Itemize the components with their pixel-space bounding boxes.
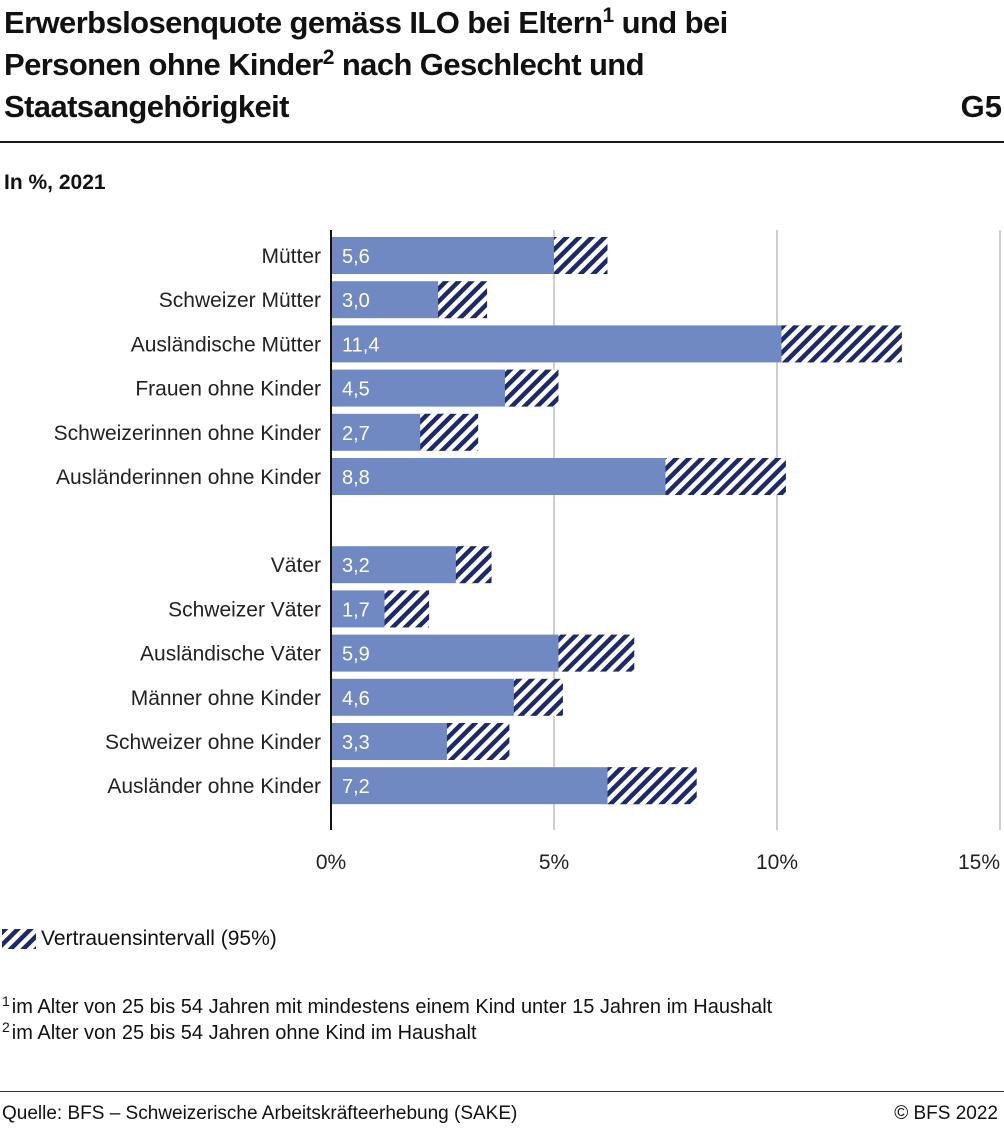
value-label: 4,5	[342, 379, 370, 401]
footnote-marker-1: 1	[602, 4, 615, 27]
value-label: 1,7	[342, 599, 370, 621]
confidence-interval	[554, 237, 608, 274]
confidence-interval	[504, 369, 559, 407]
hatch-legend-icon	[2, 929, 36, 949]
footnote-1-marker: 1	[2, 993, 10, 1009]
value-label: 5,6	[342, 246, 370, 268]
bar	[331, 678, 537, 716]
title-part-2: und bei Personen ohne Kinder	[4, 5, 728, 82]
category-label: Mütter	[261, 245, 321, 268]
title-part-3: nach Geschlecht und Staatsangehörigkeit	[4, 47, 645, 124]
bar	[331, 634, 595, 672]
category-label: Schweizerinnen ohne Kinder	[54, 422, 321, 445]
bar	[331, 546, 474, 584]
confidence-interval	[420, 413, 479, 451]
bar	[331, 325, 840, 363]
tick-label: 0%	[316, 851, 346, 874]
footnote-1-text: im Alter von 25 bis 54 Jahren mit mindes…	[11, 996, 773, 1018]
category-label: Ausländische Väter	[140, 643, 321, 666]
value-label: 4,6	[342, 688, 370, 710]
category-label: Männer ohne Kinder	[131, 687, 321, 710]
confidence-interval	[781, 325, 902, 363]
legend-label: Vertrauensintervall (95%)	[41, 927, 277, 950]
confidence-interval	[665, 458, 786, 495]
category-label: Väter	[271, 554, 321, 577]
bar-chart: 5,6 Mütter 3,0 Schweizer Mütter 11,4 Ausländi…	[54, 230, 1001, 874]
category-label: Schweizer Mütter	[159, 289, 321, 312]
source-text: Quelle: BFS – Schweizerische Arbeitskräf…	[2, 1103, 518, 1124]
confidence-interval	[446, 723, 510, 760]
category-label: Ausländer ohne Kinder	[107, 775, 321, 798]
footnote-1: 1 im Alter von 25 bis 54 Jahren mit minde…	[2, 994, 772, 1020]
value-label: 11,4	[342, 334, 379, 356]
confidence-interval	[438, 281, 488, 319]
footnotes: 1 im Alter von 25 bis 54 Jahren mit minde…	[2, 994, 772, 1046]
bar	[331, 237, 581, 274]
title-part-1: Erwerbslosenquote gemäss ILO bei Eltern	[4, 5, 603, 40]
bar	[331, 767, 653, 805]
footnote-2: 2 im Alter von 25 bis 54 Jahren ohne Kind…	[2, 1020, 772, 1046]
graphic-code: G5	[960, 89, 1002, 124]
confidence-interval	[607, 767, 697, 805]
category-label: Ausländische Mütter	[131, 333, 321, 356]
legend: Vertrauensintervall (95%)	[2, 926, 277, 952]
confidence-interval	[513, 678, 563, 716]
copyright-text: © BFS 2022	[894, 1103, 998, 1124]
category-label: Ausländerinnen ohne Kinder	[56, 466, 321, 489]
value-label: 8,8	[342, 467, 370, 489]
value-label: 3,3	[342, 732, 370, 754]
tick-label: 10%	[756, 851, 798, 874]
value-label: 7,2	[342, 776, 370, 798]
chart-subtitle: In %, 2021	[4, 171, 106, 194]
confidence-interval	[384, 590, 430, 628]
value-label: 3,2	[342, 555, 370, 577]
confidence-interval	[558, 634, 635, 672]
category-label: Frauen ohne Kinder	[135, 378, 321, 401]
value-label: 2,7	[342, 423, 370, 445]
header-divider	[0, 141, 1004, 143]
footer-divider	[0, 1091, 1004, 1092]
confidence-interval	[455, 546, 492, 584]
category-label: Schweizer ohne Kinder	[105, 731, 321, 754]
bar	[331, 369, 532, 407]
footnote-2-text: im Alter von 25 bis 54 Jahren ohne Kind …	[11, 1022, 477, 1044]
category-label: Schweizer Väter	[168, 598, 321, 621]
footnote-2-marker: 2	[2, 1019, 10, 1035]
tick-label: 5%	[539, 851, 569, 874]
value-label: 3,0	[342, 290, 370, 312]
chart-title: Erwerbslosenquote gemäss ILO bei Eltern1…	[4, 2, 854, 128]
value-label: 5,9	[342, 644, 370, 666]
footer: Quelle: BFS – Schweizerische Arbeitskräf…	[2, 1103, 998, 1125]
footnote-marker-2: 2	[322, 46, 335, 69]
bar	[331, 458, 724, 495]
tick-label: 15%	[958, 851, 1000, 874]
